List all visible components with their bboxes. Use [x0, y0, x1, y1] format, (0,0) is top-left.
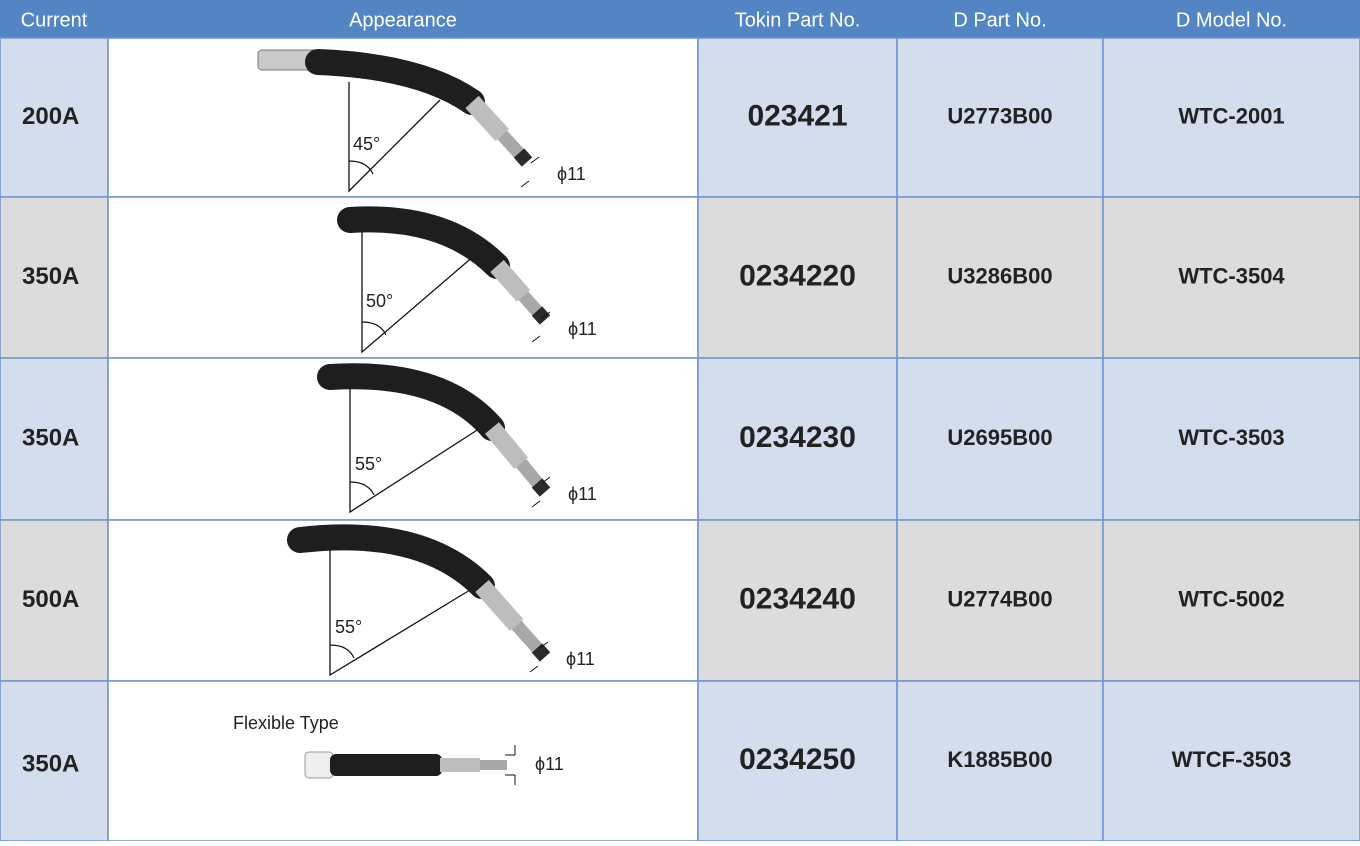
- cell: [1102, 519, 1360, 682]
- angle-label: 50°: [366, 291, 393, 311]
- d-part-no: U2695B00: [947, 425, 1052, 450]
- angle-label: 55°: [335, 617, 362, 637]
- angle-lines: [329, 532, 471, 677]
- d-model-no: WTC-3504: [1178, 263, 1285, 288]
- cell: [1102, 357, 1360, 521]
- cell: [697, 680, 898, 842]
- diameter-label: ϕ11: [535, 754, 564, 774]
- angle-label: 45°: [353, 134, 380, 154]
- torch-tip-end: [531, 306, 551, 325]
- column-header: Current: [21, 9, 88, 31]
- d-model-no: WTC-5002: [1178, 586, 1284, 611]
- column-header: Tokin Part No.: [735, 9, 861, 31]
- cell: [896, 680, 1104, 842]
- diameter-label: ϕ11: [566, 649, 595, 669]
- cell: [0, 37, 109, 198]
- diameter-label: ϕ11: [568, 319, 597, 339]
- d-model-no: WTC-3503: [1178, 425, 1284, 450]
- diameter-label: ϕ11: [557, 164, 586, 184]
- d-part-no: U3286B00: [947, 263, 1052, 288]
- dim-arrows: [531, 476, 551, 508]
- d-model-no: WTC-2001: [1178, 103, 1284, 128]
- angle-arc: [329, 644, 355, 659]
- torch-tip: [485, 422, 529, 469]
- cell: [697, 196, 898, 359]
- angle-lines: [361, 215, 476, 354]
- torch-tip: [490, 260, 531, 302]
- torch-tip-end: [531, 478, 551, 497]
- torch-tip-end: [531, 643, 551, 662]
- cell: [1102, 37, 1360, 198]
- dim-arrows: [505, 745, 516, 785]
- column-header: D Part No.: [953, 9, 1046, 31]
- cell: [697, 519, 898, 682]
- angle-arc: [361, 321, 387, 336]
- tokin-part-no: 0234240: [739, 582, 856, 615]
- d-part-no: K1885B00: [947, 747, 1052, 772]
- angle-lines: [349, 385, 486, 514]
- torch-neck: [317, 363, 505, 441]
- current: 200A: [22, 103, 79, 130]
- tokin-part-no: 023421: [747, 99, 847, 132]
- header-bar: [0, 0, 1360, 38]
- torch-neck: [337, 206, 510, 279]
- d-part-no: U2773B00: [947, 103, 1052, 128]
- torch-cap: [304, 751, 334, 779]
- angle-arc: [349, 481, 375, 496]
- dim-arrows: [529, 641, 549, 673]
- angle-label: 55°: [355, 454, 382, 474]
- cell: [896, 37, 1104, 198]
- torch-tip: [465, 95, 509, 142]
- torch-tip: [440, 758, 480, 772]
- cell: [0, 196, 109, 359]
- current: 500A: [22, 586, 79, 613]
- d-part-no: U2774B00: [947, 586, 1052, 611]
- torch-neck: [305, 49, 485, 115]
- cell: [1102, 196, 1360, 359]
- cell: [896, 357, 1104, 521]
- cell: [697, 357, 898, 521]
- torch-tip: [475, 580, 524, 632]
- d-model-no: WTCF-3503: [1172, 747, 1292, 772]
- angle-arc: [348, 160, 374, 175]
- current: 350A: [22, 750, 79, 777]
- caption: Flexible Type: [233, 713, 339, 733]
- cell: [0, 357, 109, 521]
- dim-arrows: [531, 311, 551, 343]
- diameter-label: ϕ11: [568, 484, 597, 504]
- tokin-part-no: 0234250: [739, 743, 856, 776]
- torch-tip: [480, 760, 507, 770]
- torch-neck: [287, 524, 495, 599]
- current: 350A: [22, 424, 79, 451]
- angle-lines: [348, 82, 441, 193]
- column-header: Appearance: [349, 9, 457, 31]
- dim-arrows: [520, 156, 540, 188]
- cell: [896, 196, 1104, 359]
- cell: [0, 680, 109, 842]
- tokin-part-no: 0234220: [739, 259, 856, 292]
- torch-tip-end: [513, 148, 533, 167]
- cell: [0, 519, 109, 682]
- column-header: D Model No.: [1176, 9, 1287, 31]
- cell: [1102, 680, 1360, 842]
- torch-body: [330, 754, 442, 776]
- tokin-part-no: 0234230: [739, 421, 856, 454]
- current: 350A: [22, 263, 79, 290]
